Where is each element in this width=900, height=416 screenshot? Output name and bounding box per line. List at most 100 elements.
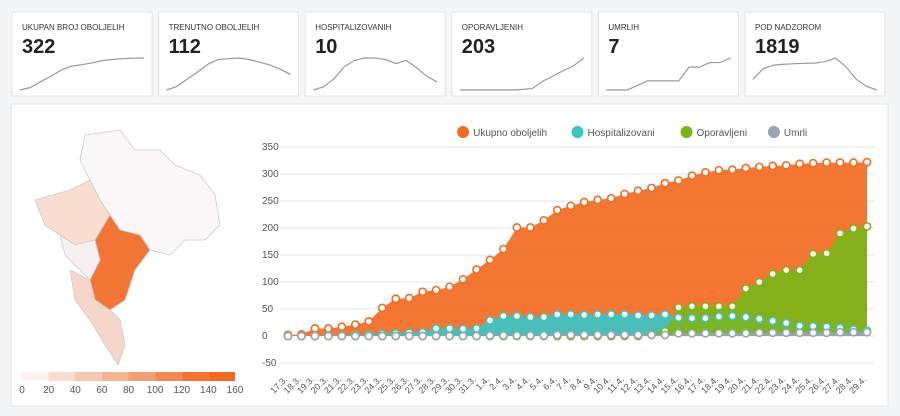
point [350, 331, 360, 341]
legend-swatch [155, 372, 182, 381]
legend-tick-label: 0 [19, 385, 25, 396]
point [445, 282, 454, 292]
point [310, 331, 320, 341]
point [485, 255, 495, 265]
y-tick-label: 350 [262, 142, 279, 153]
point [768, 269, 778, 279]
kpi-card [304, 11, 446, 97]
legend-swatch [22, 372, 49, 381]
kpi-label: POD NADZOROM [755, 23, 822, 32]
point [687, 328, 697, 338]
kpi-label: TRENUTNO OBOLJELIH [169, 23, 260, 32]
point [862, 221, 872, 231]
point [418, 287, 428, 297]
kpi-label: OPORAVLJENIH [462, 23, 523, 32]
map [34, 129, 221, 366]
legend-label: Hospitalizovani [588, 128, 655, 139]
point [391, 331, 401, 341]
point [620, 330, 630, 340]
kpi-card [451, 11, 593, 97]
point [525, 223, 535, 232]
point [458, 274, 468, 284]
point [297, 331, 306, 341]
point [620, 309, 630, 319]
kpi-value: 1819 [755, 36, 800, 58]
legend-tick-label: 120 [173, 385, 190, 396]
point [795, 328, 805, 338]
y-tick-label: 100 [262, 277, 279, 288]
kpi-label: UKUPAN BROJ OBOLJELIH [22, 23, 125, 32]
point [687, 171, 697, 181]
point [485, 331, 495, 340]
point [472, 331, 481, 341]
sparkline [166, 57, 291, 91]
point [445, 331, 454, 341]
legend-tick-label: 80 [123, 385, 135, 396]
point [499, 311, 508, 321]
point [701, 301, 710, 311]
point [660, 330, 670, 340]
legend-swatch [208, 372, 235, 381]
point [714, 301, 724, 311]
point [701, 313, 710, 323]
point [364, 317, 374, 326]
point [606, 309, 616, 319]
y-tick-label: -50 [262, 358, 277, 369]
point [647, 183, 656, 193]
point [539, 312, 549, 322]
kpi-card [158, 11, 300, 97]
point [647, 330, 656, 340]
point [566, 309, 576, 319]
kpi-card [744, 11, 886, 97]
point [539, 331, 549, 340]
point [579, 330, 589, 340]
point [593, 330, 603, 340]
point [835, 327, 845, 337]
legend-marker [767, 126, 780, 138]
point [741, 328, 751, 338]
point [472, 265, 481, 274]
point [741, 163, 751, 173]
point [795, 321, 805, 331]
legend-swatch [48, 372, 76, 381]
point [350, 320, 360, 330]
point [418, 331, 428, 341]
point [701, 167, 710, 177]
point [727, 311, 737, 321]
point [835, 228, 845, 238]
point [660, 309, 670, 319]
dynamic: UKUPAN BROJ OBOLJELIH 322 TRENUTNO OBOLJEL… [11, 11, 886, 396]
point [472, 324, 481, 333]
legend-swatch [75, 372, 102, 381]
legend-tick-label: 40 [70, 385, 82, 396]
point [458, 324, 468, 334]
point [768, 316, 778, 326]
legend-swatch [181, 372, 209, 381]
point [808, 249, 818, 259]
legend-swatch [101, 372, 129, 381]
point [377, 331, 387, 341]
y-tick-label: 0 [262, 331, 268, 342]
point [633, 330, 643, 340]
point [606, 330, 616, 340]
point [485, 315, 495, 325]
point [283, 331, 293, 341]
point [539, 216, 549, 225]
point [445, 324, 454, 333]
point [552, 205, 562, 215]
point [781, 328, 791, 338]
point [741, 312, 751, 322]
point [849, 158, 858, 168]
point [404, 331, 414, 341]
sparkline [752, 57, 878, 91]
sparkline [313, 57, 438, 91]
legend-tick-label: 100 [147, 385, 164, 396]
point [768, 328, 778, 338]
point [849, 224, 858, 233]
kpi-label: UMRLIH [608, 23, 639, 32]
point [741, 284, 751, 293]
legend-swatch [128, 372, 156, 381]
point [808, 158, 818, 168]
point [566, 201, 576, 211]
kpi-value: 322 [22, 36, 55, 58]
